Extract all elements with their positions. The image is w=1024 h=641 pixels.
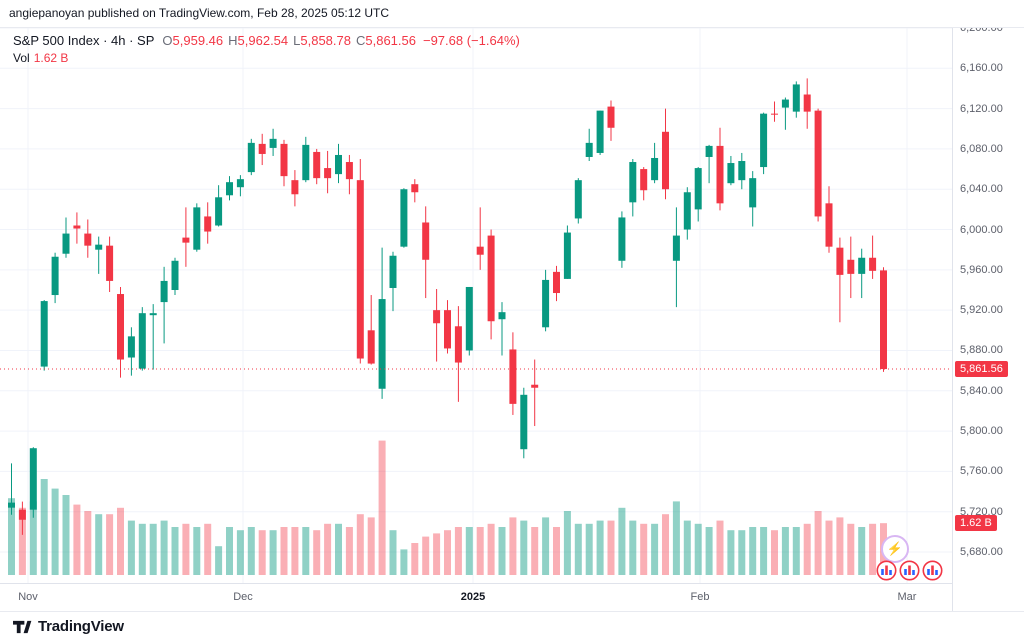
- price-axis[interactable]: 5,861.56 1.62 B 6,200.00 6,160.00 6,120.00…: [952, 22, 1024, 611]
- candlestick-chart[interactable]: [0, 0, 952, 583]
- price-axis-label: 6,160.00: [960, 62, 1003, 75]
- time-axis-label: Nov: [18, 591, 38, 603]
- time-axis-label: Feb: [690, 591, 710, 603]
- brand-name: TradingView: [38, 618, 124, 635]
- time-axis-label: Mar: [897, 591, 917, 603]
- price-axis-label: 5,760.00: [960, 465, 1003, 478]
- chart-sticker-icon-2: [899, 560, 920, 581]
- price-axis-label: 6,080.00: [960, 142, 1003, 155]
- volume-badge: 1.62 B: [955, 515, 997, 532]
- price-axis-label: 5,720.00: [960, 505, 1003, 518]
- price-axis-label: 5,880.00: [960, 344, 1003, 357]
- lightning-sticker-icon: ⚡: [881, 535, 909, 563]
- tradingview-logo[interactable]: TradingView: [12, 618, 124, 635]
- attribution-text: angiepanoyan published on TradingView.co…: [9, 6, 390, 20]
- last-price-badge: 5,861.56: [955, 361, 1008, 378]
- time-axis[interactable]: Nov Dec 2025 Feb Mar: [0, 583, 952, 612]
- time-axis-label: Dec: [233, 591, 253, 603]
- price-axis-label: 6,000.00: [960, 223, 1003, 236]
- footer-bar: TradingView: [0, 611, 1024, 641]
- price-axis-label: 5,800.00: [960, 425, 1003, 438]
- tradingview-mark-icon: [13, 620, 32, 634]
- attribution-bar: angiepanoyan published on TradingView.co…: [0, 0, 1024, 28]
- price-axis-label: 5,960.00: [960, 263, 1003, 276]
- price-axis-label: 6,040.00: [960, 183, 1003, 196]
- price-axis-label: 5,920.00: [960, 304, 1003, 317]
- time-axis-label: 2025: [460, 591, 486, 603]
- price-axis-label: 5,840.00: [960, 384, 1003, 397]
- chart-sticker-icon-1: [876, 560, 897, 581]
- price-axis-label: 6,120.00: [960, 102, 1003, 115]
- price-axis-label: 5,680.00: [960, 545, 1003, 558]
- chart-sticker-icon-3: [922, 560, 943, 581]
